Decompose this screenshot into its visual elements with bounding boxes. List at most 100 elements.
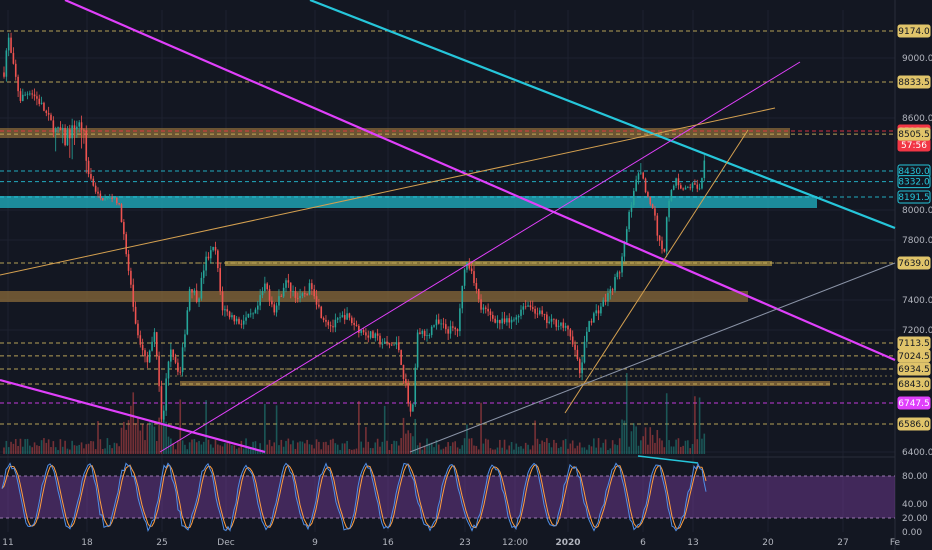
volume-bar <box>581 447 583 454</box>
candle <box>268 285 271 306</box>
candle <box>484 305 487 314</box>
candle <box>5 48 8 82</box>
candle <box>69 124 71 158</box>
time-tick: 2020 <box>555 538 580 548</box>
candle <box>630 202 633 218</box>
svg-text:8833.5: 8833.5 <box>898 78 930 88</box>
candle <box>3 66 5 79</box>
candle <box>687 185 689 189</box>
price-label-level[interactable]: 6586.0 <box>897 417 931 431</box>
price-label-level[interactable]: 7024.5 <box>897 349 931 363</box>
volume-bar <box>677 438 680 454</box>
price-label-level[interactable]: 7639.0 <box>897 256 931 270</box>
candle <box>414 363 417 407</box>
price-label-level[interactable]: 9174.0 <box>897 24 931 38</box>
volume-bar <box>336 444 339 454</box>
oscillator-band <box>0 476 895 518</box>
volume-bar <box>423 445 426 454</box>
svg-text:57:56: 57:56 <box>901 141 927 151</box>
time-axis[interactable]: 11 18 25 Dec 9 16 23 12:00 2020 6 13 20 27 Fe <box>2 538 900 548</box>
volume-bar <box>170 438 172 454</box>
price-label-level[interactable]: 6934.5 <box>897 362 931 376</box>
candle <box>654 206 656 221</box>
price-label-level[interactable]: 8505.5 <box>897 127 931 141</box>
volume-bar <box>555 442 558 454</box>
volume-bar <box>19 438 22 454</box>
price-tick: 7200.0 <box>902 326 932 336</box>
magenta-lower-line[interactable] <box>0 378 266 454</box>
cyan-downtrend-line[interactable] <box>309 0 896 230</box>
price-label-level[interactable]: 8833.5 <box>897 75 931 89</box>
volume-bar <box>374 442 377 454</box>
volume-bar <box>193 439 196 454</box>
price-label-magenta[interactable]: 6747.5 <box>897 396 931 410</box>
price-label-cyan[interactable]: 8332.0 <box>897 175 931 189</box>
candle <box>282 283 285 299</box>
orange-trend-line[interactable] <box>0 107 776 276</box>
volume-bar <box>492 449 494 454</box>
volume-bar <box>379 446 381 454</box>
volume-bar <box>508 445 511 454</box>
volume-bar <box>296 442 299 454</box>
support-zone-cyan <box>0 196 817 208</box>
candle <box>698 183 701 191</box>
time-tick: 18 <box>81 538 93 548</box>
candle <box>52 116 55 138</box>
volume-bar <box>120 427 123 454</box>
volume-bar <box>435 439 438 454</box>
volume-bar <box>264 403 266 454</box>
volume-bar <box>108 445 111 454</box>
volume-bar <box>398 445 400 454</box>
candle <box>635 175 637 192</box>
volume-bar <box>87 443 90 454</box>
price-label-countdown[interactable]: 57:56 <box>897 138 931 152</box>
trendlines[interactable] <box>0 0 896 464</box>
price-axis[interactable]: 9000.0 8600.0 8000.0 7800.0 7400.0 7200.0 6400… <box>897 24 932 458</box>
volume-bar <box>386 440 388 454</box>
candle <box>315 289 318 310</box>
candle <box>423 329 426 341</box>
volume-bar <box>586 449 588 454</box>
volume-bar <box>299 441 301 454</box>
price-label-cyan[interactable]: 8191.5 <box>897 190 931 204</box>
magenta-channel-line[interactable] <box>159 61 801 453</box>
candle <box>402 364 405 385</box>
volume-bar <box>522 448 525 454</box>
candle <box>311 279 313 295</box>
candle <box>120 202 123 223</box>
candle <box>144 348 146 363</box>
volume-bar <box>351 449 353 454</box>
price-label-level[interactable]: 6843.0 <box>897 377 931 391</box>
candle <box>36 91 38 106</box>
candle <box>339 312 341 323</box>
orange-support-line[interactable] <box>564 129 749 414</box>
volume-bar <box>477 449 480 454</box>
volume-bar <box>198 440 200 454</box>
candle <box>536 307 539 318</box>
volume-bar <box>388 449 391 454</box>
volume-bar <box>329 439 332 454</box>
candle <box>691 181 694 192</box>
volume-bar <box>609 448 612 454</box>
candle <box>508 313 511 329</box>
candle <box>567 324 569 336</box>
candle <box>233 314 236 325</box>
volume-bar <box>320 449 323 454</box>
candle <box>188 286 191 312</box>
volume-bar <box>78 444 80 454</box>
magenta-downtrend-line[interactable] <box>64 0 896 362</box>
candle <box>393 344 395 346</box>
volume-bar <box>407 430 409 454</box>
price-tick: 9000.0 <box>902 54 932 64</box>
price-label-level[interactable]: 7113.5 <box>897 336 931 350</box>
volume-bar <box>155 441 158 454</box>
volume-bar <box>583 447 586 454</box>
cyan-divergence-line[interactable] <box>637 455 699 464</box>
grey-uptrend-line[interactable] <box>409 262 896 453</box>
time-tick: 9 <box>312 538 318 548</box>
candle <box>195 283 198 304</box>
candle <box>618 270 621 280</box>
volume-bar <box>282 446 285 454</box>
candle <box>167 360 170 386</box>
